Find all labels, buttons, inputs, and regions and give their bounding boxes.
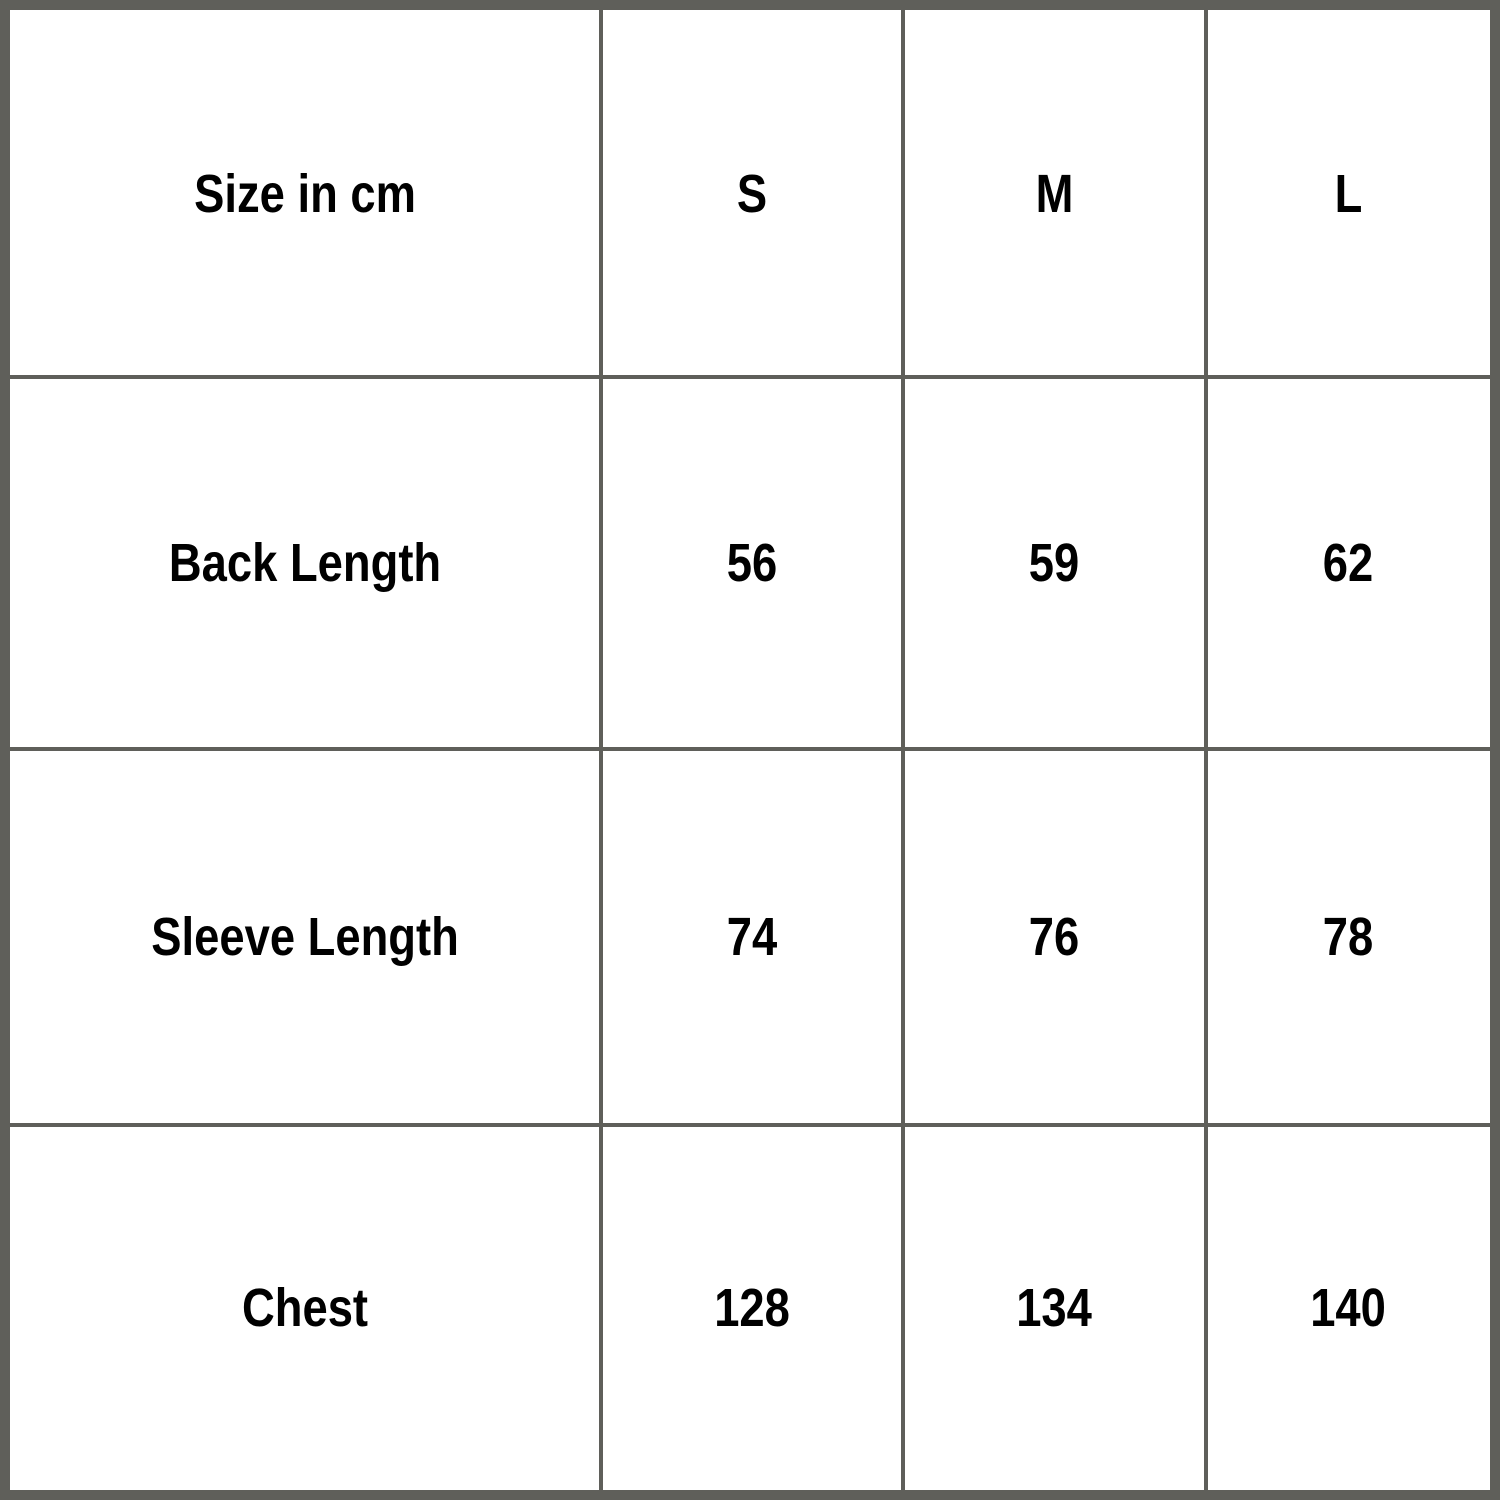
header-size: S	[601, 10, 903, 377]
grid-line	[0, 747, 1500, 751]
cell-text: Size in cm	[194, 163, 417, 224]
grid-line	[0, 0, 1500, 10]
grid-line	[0, 1490, 1500, 1500]
grid-line	[0, 375, 1500, 379]
measurement-cell: 140	[1206, 1125, 1490, 1490]
row-label: Back Length	[10, 377, 601, 749]
cell-text: 134	[1016, 1277, 1093, 1338]
header-size: M	[903, 10, 1206, 377]
row-label: Sleeve Length	[10, 749, 601, 1125]
measurement-cell: 74	[601, 749, 903, 1125]
measurement-cell: 62	[1206, 377, 1490, 749]
measurement-cell: 59	[903, 377, 1206, 749]
cell-text: 74	[726, 907, 778, 967]
cell-text: 59	[1029, 533, 1080, 593]
cell-text: 78	[1322, 907, 1374, 967]
cell-text: 128	[714, 1277, 790, 1338]
cell-text: L	[1334, 163, 1362, 224]
cell-text: S	[736, 163, 768, 224]
cell-text: Chest	[242, 1277, 369, 1338]
measurement-cell: 78	[1206, 749, 1490, 1125]
measurement-cell: 76	[903, 749, 1206, 1125]
cell-text: M	[1035, 163, 1074, 224]
cell-text: 76	[1029, 907, 1080, 967]
row-label: Chest	[10, 1125, 601, 1490]
cell-text: Sleeve Length	[151, 907, 460, 967]
cell-text: Back Length	[169, 533, 442, 593]
grid-line	[0, 1123, 1500, 1127]
cell-text: 140	[1310, 1277, 1386, 1338]
measurement-cell: 134	[903, 1125, 1206, 1490]
header-size: L	[1206, 10, 1490, 377]
measurement-cell: 128	[601, 1125, 903, 1490]
cell-text: 56	[726, 533, 778, 593]
cell-text: 62	[1322, 533, 1374, 593]
header-label: Size in cm	[10, 10, 601, 377]
measurement-cell: 56	[601, 377, 903, 749]
